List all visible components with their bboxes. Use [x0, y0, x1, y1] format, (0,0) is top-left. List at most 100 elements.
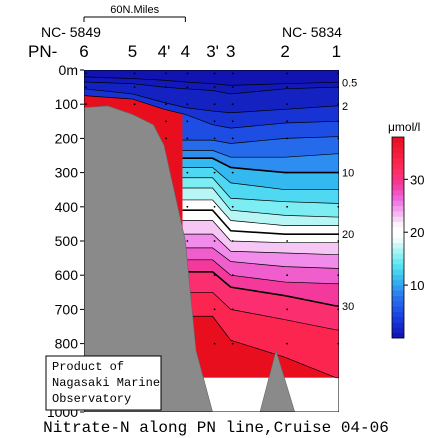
colorbar-cell — [392, 232, 404, 238]
contour-label: 0.5 — [342, 77, 357, 89]
sample-point — [286, 205, 289, 208]
colorbar-tick-label: 10 — [410, 278, 424, 293]
contour-lines — [84, 76, 339, 379]
contour-line — [182, 233, 339, 256]
sample-point — [213, 342, 216, 345]
plot-area — [84, 70, 339, 412]
station-label: 5 — [128, 42, 137, 61]
y-tick-label: 0m — [59, 62, 78, 78]
y-tick-label: 500 — [55, 233, 79, 249]
sample-point — [186, 205, 189, 208]
scale-bar: 60N.Miles — [83, 4, 186, 22]
colorbar-cell — [392, 279, 404, 286]
sample-point — [186, 72, 189, 75]
station-label: 3' — [206, 42, 219, 61]
land-mass — [84, 105, 339, 412]
sample-point — [133, 72, 136, 75]
sample-point — [213, 86, 216, 88]
contour-line — [182, 150, 339, 158]
sample-point — [286, 274, 289, 277]
sample-point — [213, 274, 216, 277]
y-tick-label: 200 — [55, 130, 79, 146]
credit-line-3: Observatory — [52, 392, 131, 406]
colorbar-cell — [392, 184, 404, 191]
y-tick-label: 400 — [55, 199, 79, 215]
contour-line — [182, 220, 339, 244]
colorbar-cell — [392, 163, 404, 170]
colorbar-cell — [392, 211, 404, 217]
contour-label: 30 — [342, 301, 354, 313]
sample-point — [231, 103, 234, 106]
colorbar-cell — [392, 147, 404, 154]
station-label: 1 — [332, 42, 341, 61]
line-name-prefix: PN- — [28, 42, 57, 61]
y-tick-label: 300 — [55, 165, 79, 181]
colorbar-cell — [392, 179, 404, 185]
sample-point — [286, 103, 289, 106]
sample-point — [213, 103, 216, 106]
colorbar-cell — [392, 205, 404, 212]
colorbar-cell — [392, 242, 404, 249]
station-label: 2 — [280, 42, 289, 61]
colorbar-cell — [392, 327, 404, 334]
colorbar-cell — [392, 216, 404, 222]
sample-point — [133, 86, 136, 88]
colorbar-cell — [392, 322, 404, 328]
y-tick-label: 700 — [55, 301, 79, 317]
shelf-edge — [84, 107, 87, 412]
y-tick-label: 800 — [55, 336, 79, 352]
scale-bar-label: 60N.Miles — [110, 4, 159, 16]
colorbar-cell — [392, 158, 404, 164]
contour-line — [84, 95, 339, 129]
sample-point — [231, 86, 234, 88]
sample-point — [186, 171, 189, 174]
sample-point — [186, 86, 189, 88]
bathymetry-land — [84, 70, 339, 412]
station-label: 6 — [79, 42, 88, 61]
sample-point — [186, 103, 189, 106]
colorbar-cell — [392, 306, 404, 312]
sample-point — [165, 86, 167, 88]
sample-point — [231, 120, 234, 123]
sample-point — [186, 120, 189, 123]
contour-line — [182, 291, 339, 331]
colorbar-cell — [392, 237, 404, 244]
sample-point — [213, 308, 216, 311]
contour-line — [182, 247, 339, 269]
credit-box: Product of Nagasaki Marine Observatory — [45, 355, 162, 411]
sample-point — [213, 240, 216, 242]
sample-point — [231, 342, 234, 345]
colorbar-cell — [392, 221, 404, 228]
sample-point — [213, 171, 216, 174]
colorbar-frame — [391, 136, 405, 339]
colorbar-cell — [392, 311, 404, 318]
y-tick-label: 600 — [55, 267, 79, 283]
sample-point — [85, 86, 87, 88]
contour-line — [84, 81, 339, 95]
sample-point — [286, 240, 289, 242]
credit-line-1: Product of — [52, 360, 124, 374]
colorbar-unit: μmol/l — [388, 120, 420, 134]
sample-point — [165, 72, 167, 75]
contour-line — [182, 315, 339, 379]
concentration-bands — [84, 70, 339, 412]
colorbar-cell — [392, 316, 404, 323]
credit-line-2: Nagasaki Marine — [52, 376, 160, 390]
station-label: 4 — [181, 42, 190, 61]
sample-point — [213, 72, 216, 75]
colorbar-cell — [392, 152, 404, 159]
sample-point — [286, 86, 289, 88]
band-below-0.5 — [84, 70, 339, 86]
contour-line — [182, 187, 339, 218]
contour-line — [182, 157, 339, 174]
sample-point — [186, 240, 189, 242]
colorbar-cell — [392, 200, 404, 207]
colorbar-cell — [392, 168, 404, 175]
sample-point — [231, 137, 234, 140]
y-tick-label: 100 — [55, 96, 79, 112]
sample-point — [286, 171, 289, 174]
station-label: 3 — [226, 42, 235, 61]
sample-point — [165, 120, 167, 123]
sample-point — [133, 103, 136, 106]
colorbar-cell — [392, 263, 404, 270]
